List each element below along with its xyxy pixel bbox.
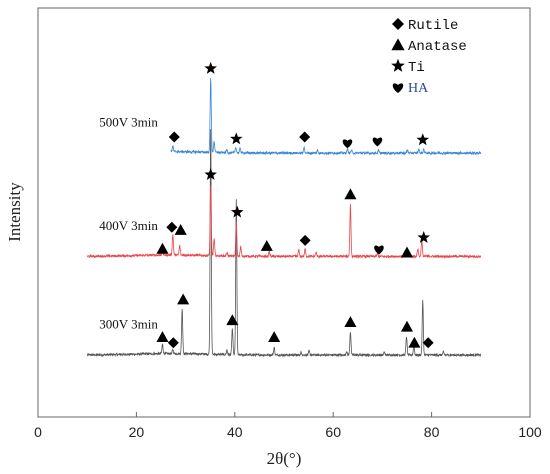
- legend-symbol-heart: [392, 83, 404, 93]
- legend-symbol-star: [391, 58, 405, 72]
- series-line-400v-3min: [86, 185, 482, 259]
- series-line-300v-3min: [86, 129, 482, 358]
- marker-diamond-300v-3min: [422, 337, 434, 349]
- marker-star-400v-3min: [204, 168, 217, 180]
- legend-symbol-triangle: [391, 38, 405, 51]
- marker-triangle-300v-3min: [400, 320, 414, 332]
- marker-heart-500v-3min: [372, 137, 383, 147]
- x-tick-label: 20: [129, 424, 145, 440]
- marker-diamond-300v-3min: [167, 337, 179, 349]
- series-label-400v-3min: 400V 3min: [99, 218, 158, 233]
- series-line-500v-3min: [170, 78, 482, 156]
- marker-triangle-300v-3min: [156, 331, 169, 342]
- series-layer: 300V 3min 400V 3min 500V 3min: [86, 78, 482, 358]
- marker-triangle-400v-3min: [400, 246, 414, 258]
- x-axis-title: 2θ(°): [267, 449, 302, 468]
- marker-star-400v-3min: [417, 230, 430, 243]
- legend-label-ha: HA: [408, 81, 429, 96]
- marker-triangle-300v-3min: [268, 331, 281, 342]
- marker-layer: [156, 61, 434, 349]
- marker-triangle-300v-3min: [408, 336, 421, 348]
- marker-star-500v-3min: [230, 132, 243, 145]
- marker-triangle-300v-3min: [177, 293, 190, 305]
- x-tick-label: 40: [227, 424, 243, 440]
- marker-triangle-400v-3min: [344, 188, 357, 200]
- marker-diamond-500v-3min: [168, 131, 180, 143]
- marker-triangle-400v-3min: [156, 242, 169, 254]
- marker-star-400v-3min: [230, 205, 244, 218]
- marker-triangle-400v-3min: [260, 239, 273, 251]
- series-label-300v-3min: 300V 3min: [99, 317, 158, 332]
- x-axis-ticks: 0 20 40 60 80 100: [34, 412, 542, 440]
- y-axis-title: Intensity: [5, 182, 24, 242]
- legend: Rutile Anatase Ti HA: [391, 18, 467, 96]
- legend-symbol-diamond: [392, 18, 404, 30]
- series-label-500v-3min: 500V 3min: [99, 115, 158, 130]
- marker-heart-400v-3min: [374, 245, 384, 255]
- marker-triangle-300v-3min: [226, 314, 239, 326]
- legend-label-anatase: Anatase: [408, 39, 467, 55]
- legend-label-ti: Ti: [408, 60, 425, 76]
- marker-diamond-400v-3min: [299, 234, 311, 246]
- marker-diamond-400v-3min: [166, 221, 178, 233]
- marker-triangle-300v-3min: [344, 316, 357, 327]
- marker-star-500v-3min: [416, 133, 430, 146]
- legend-label-rutile: Rutile: [408, 18, 458, 34]
- x-tick-label: 0: [34, 424, 42, 440]
- x-tick-label: 80: [424, 424, 440, 440]
- marker-triangle-400v-3min: [174, 224, 187, 235]
- marker-diamond-500v-3min: [299, 131, 311, 143]
- plot-frame: [37, 7, 531, 418]
- marker-star-500v-3min: [204, 61, 217, 74]
- marker-heart-500v-3min: [342, 139, 353, 149]
- x-tick-label: 60: [325, 424, 341, 440]
- x-tick-label: 100: [518, 424, 542, 440]
